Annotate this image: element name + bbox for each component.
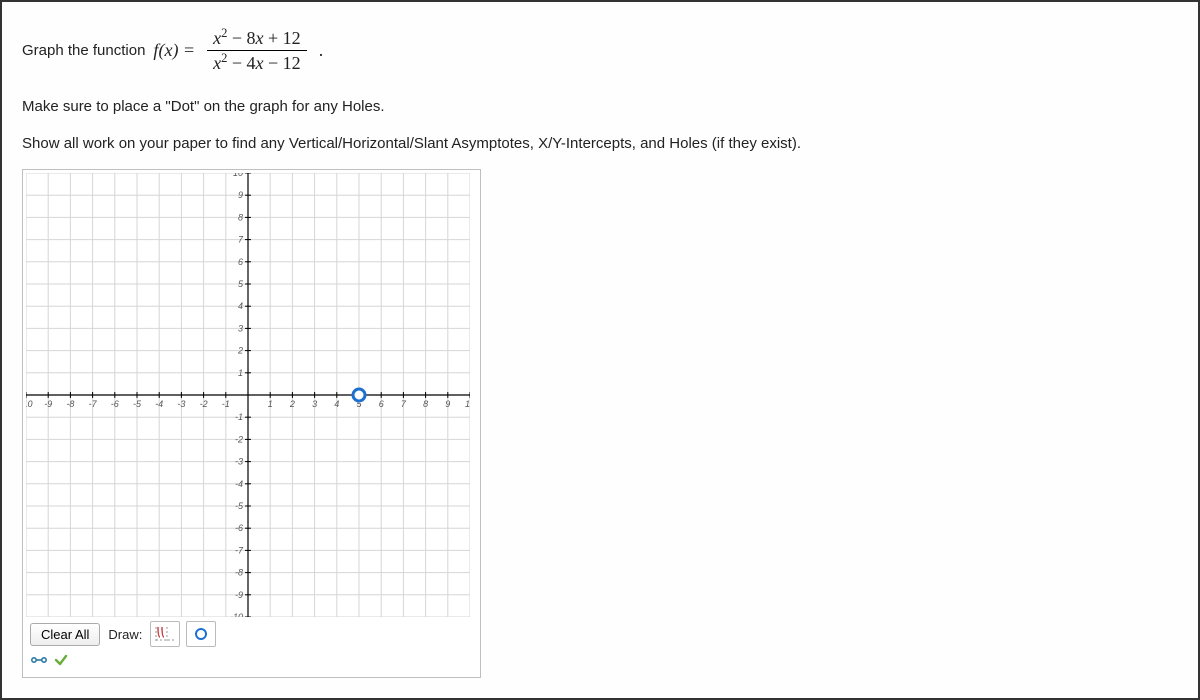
svg-text:9: 9: [238, 190, 243, 200]
graph-toolbar: Clear All Draw:: [26, 617, 477, 647]
svg-text:-7: -7: [235, 546, 244, 556]
svg-text:-9: -9: [44, 399, 52, 409]
svg-text:8: 8: [423, 399, 428, 409]
draw-tools: [150, 621, 216, 647]
graph-canvas[interactable]: -10-9-8-7-6-5-4-3-2-11234567891010987654…: [26, 173, 470, 617]
svg-text:4: 4: [334, 399, 339, 409]
svg-text:-5: -5: [235, 501, 244, 511]
svg-text:-4: -4: [155, 399, 163, 409]
svg-text:-4: -4: [235, 479, 243, 489]
svg-text:7: 7: [401, 399, 407, 409]
svg-text:-1: -1: [235, 412, 243, 422]
instruction-2: Show all work on your paper to find any …: [22, 133, 1178, 156]
svg-text:2: 2: [289, 399, 295, 409]
svg-text:-9: -9: [235, 590, 243, 600]
svg-text:-8: -8: [66, 399, 74, 409]
draw-label: Draw:: [108, 627, 142, 642]
svg-text:1: 1: [268, 399, 273, 409]
svg-text:4: 4: [238, 301, 243, 311]
svg-text:-6: -6: [111, 399, 119, 409]
link-icon[interactable]: [30, 653, 48, 672]
clear-all-button[interactable]: Clear All: [30, 623, 100, 646]
svg-text:-2: -2: [200, 399, 208, 409]
svg-text:6: 6: [379, 399, 384, 409]
graph-footer: [26, 647, 477, 674]
svg-text:10: 10: [465, 399, 470, 409]
svg-text:6: 6: [238, 257, 243, 267]
svg-text:3: 3: [238, 324, 243, 334]
svg-text:-6: -6: [235, 523, 243, 533]
curve-tool-button[interactable]: [150, 621, 180, 647]
function-prompt: Graph the function f(x) = x2 − 8x + 12 x…: [22, 26, 1178, 74]
point-tool-button[interactable]: [186, 621, 216, 647]
svg-text:-10: -10: [26, 399, 33, 409]
svg-text:-8: -8: [235, 568, 243, 578]
svg-text:-3: -3: [235, 457, 243, 467]
fraction: x2 − 8x + 12 x2 − 4x − 12: [207, 26, 307, 74]
graph-widget: -10-9-8-7-6-5-4-3-2-11234567891010987654…: [22, 169, 481, 678]
trailing-period: .: [319, 40, 324, 61]
svg-text:-2: -2: [235, 435, 243, 445]
svg-text:-10: -10: [230, 612, 243, 617]
svg-text:2: 2: [237, 346, 243, 356]
numerator: x2 − 8x + 12: [207, 26, 307, 50]
svg-text:-5: -5: [133, 399, 142, 409]
function-lhs: f(x) =: [153, 40, 195, 61]
instruction-1: Make sure to place a "Dot" on the graph …: [22, 96, 1178, 119]
svg-text:9: 9: [445, 399, 450, 409]
svg-text:-3: -3: [177, 399, 185, 409]
svg-text:1: 1: [238, 368, 243, 378]
denominator: x2 − 4x − 12: [207, 50, 307, 75]
check-icon: [54, 653, 68, 672]
svg-text:8: 8: [238, 213, 243, 223]
svg-text:-7: -7: [89, 399, 98, 409]
svg-text:10: 10: [233, 173, 243, 178]
svg-text:-1: -1: [222, 399, 230, 409]
function-prefix: Graph the function: [22, 42, 145, 59]
svg-text:3: 3: [312, 399, 317, 409]
